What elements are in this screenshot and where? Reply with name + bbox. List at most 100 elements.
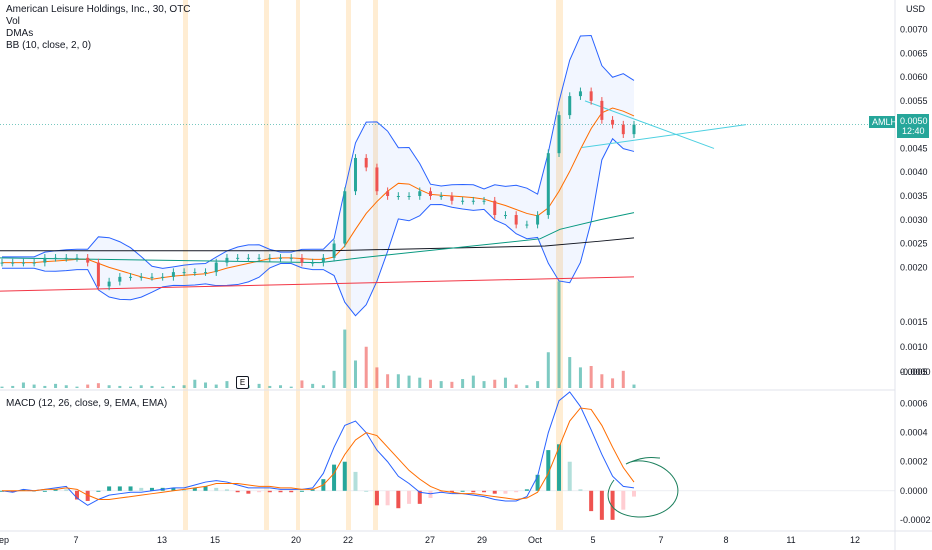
volume-bar [450,381,454,388]
dma-black-line [0,237,635,252]
time-axis-label: 27 [425,535,435,545]
candle-body [375,167,379,192]
volume-bar [428,379,432,388]
candle-body [11,262,15,264]
volume-bar [611,378,615,388]
volume-bar [632,384,636,388]
volume-bar [0,386,4,388]
macd-histogram-bar [621,490,626,510]
volume-bar [161,386,165,388]
macd-histogram-bar [471,490,476,493]
candle-body [257,257,261,259]
macd-histogram-bar [128,486,133,491]
candle-body [621,124,625,135]
candle-body [182,272,186,274]
macd-histogram-bar [567,461,572,491]
volume-bar [343,329,347,388]
legend-macd[interactable]: MACD (12, 26, close, 9, EMA, EMA) [6,398,168,409]
macd-histogram-bar [257,490,262,493]
macd-tick-label: 0.0004 [900,428,928,438]
volume-bar [32,384,36,388]
volume-bar [471,375,475,388]
macd-histogram-bar [182,489,187,491]
volume-bar [525,385,529,388]
candle-body [450,196,454,201]
trend-line-lower [581,124,747,148]
macd-histogram-bar [21,489,26,491]
legend-symbol-title[interactable]: American Leisure Holdings, Inc., 30, OTC [6,4,191,15]
candle-body [568,96,572,116]
macd-histogram-bar [74,490,79,500]
candle-body [32,262,36,264]
macd-histogram-bar [482,490,487,493]
macd-histogram-bar [278,490,283,493]
time-axis-label: Oct [528,535,543,545]
volume-bar [439,381,443,388]
candle-body [193,272,197,274]
candle-body [600,100,604,120]
legend-vol[interactable]: Vol [6,16,20,27]
candle-body [461,200,465,202]
macd-histogram-bar [246,490,251,494]
time-axis-label: 15 [210,535,220,545]
candle-body [493,200,497,216]
volume-bar [214,384,218,388]
volume-bar [96,383,100,388]
macd-histogram-bar [503,490,508,494]
macd-histogram-bar [149,487,154,491]
macd-histogram-bar [610,490,615,520]
candle-body [611,119,615,125]
volume-bar [589,366,593,388]
earnings-event-marker[interactable]: E [236,376,249,389]
volume-bar [118,385,122,388]
volume-bar [353,360,357,388]
macd-histogram-bar [599,490,604,520]
volume-bar [514,384,518,388]
candle-body [343,191,347,244]
macd-histogram-bar [396,490,401,509]
macd-histogram-bar [192,487,197,491]
candle-body [21,262,25,264]
volume-bar [536,381,540,388]
legend-bb[interactable]: BB (10, close, 2, 0) [6,40,92,51]
macd-tick-label: 0.0000 [900,486,928,496]
volume-bar [300,380,304,388]
volume-bar [503,377,507,388]
candle-body [236,257,240,259]
bb-fill [2,35,634,316]
macd-histogram-bar [139,487,144,491]
candle-body [289,257,293,259]
time-axis-label: 22 [343,535,353,545]
price-tick-label: 0.0015 [900,317,928,327]
macd-histogram-bar [374,490,379,506]
candle-body [418,191,422,196]
macd-histogram-bar [10,490,15,493]
candle-body [75,257,79,259]
volume-bar [150,385,154,388]
time-axis-label: 7 [658,535,663,545]
macd-histogram-bar [428,490,433,499]
macd-histogram-bar [235,490,240,493]
volume-bar [321,385,325,388]
candle-body [471,200,475,202]
price-tick-label: 0.0020 [900,262,928,272]
macd-histogram-bar [224,489,229,491]
price-tick-label: 0.0045 [900,143,928,153]
macd-histogram-bar [299,490,304,492]
candle-body [279,257,283,259]
candle-body [129,276,133,278]
candle-body [364,157,368,168]
volume-bar [279,385,283,388]
macd-tick-label: 0.0002 [900,457,928,467]
volume-bar [332,370,336,388]
price-tick-label: 0.0035 [900,191,928,201]
legend-dmas[interactable]: DMAs [6,28,34,39]
candle-body [204,272,208,274]
volume-bar [546,352,550,388]
macd-histogram-bar [578,489,583,491]
volume-bar [375,367,379,388]
volume-bar [171,385,175,388]
macd-histogram-bar [64,489,69,491]
